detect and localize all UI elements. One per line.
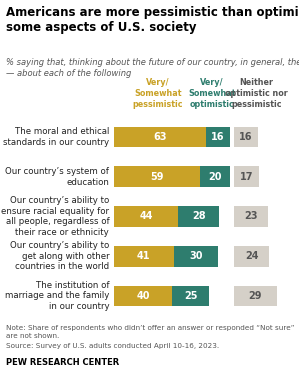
Text: Very/
Somewhat
optimistic: Very/ Somewhat optimistic <box>188 78 236 109</box>
Text: PEW RESEARCH CENTER: PEW RESEARCH CENTER <box>6 358 119 367</box>
Text: 41: 41 <box>137 251 150 261</box>
Text: 20: 20 <box>208 172 222 182</box>
Text: Note: Share of respondents who didn’t offer an answer or responded “Not sure” ar: Note: Share of respondents who didn’t of… <box>6 325 295 339</box>
Text: Our country’s system of
education: Our country’s system of education <box>5 167 109 186</box>
Text: 44: 44 <box>139 211 153 221</box>
Text: The moral and ethical
standards in our country: The moral and ethical standards in our c… <box>3 127 109 147</box>
Bar <box>234 127 258 147</box>
Bar <box>174 246 218 267</box>
Text: 63: 63 <box>153 132 167 142</box>
Text: Neither
optimistic nor
pessimistic: Neither optimistic nor pessimistic <box>225 78 288 109</box>
Text: 29: 29 <box>249 291 262 301</box>
Text: % saying that, thinking about the future of our country, in general, they feel
—: % saying that, thinking about the future… <box>6 58 299 78</box>
Text: Americans are more pessimistic than optimistic about
some aspects of U.S. societ: Americans are more pessimistic than opti… <box>6 6 299 34</box>
Text: 30: 30 <box>189 251 203 261</box>
Bar <box>200 166 230 187</box>
Bar <box>114 166 200 187</box>
Bar <box>206 127 230 147</box>
Text: 17: 17 <box>240 172 253 182</box>
Text: 25: 25 <box>184 291 198 301</box>
Text: Our country’s ability to
get along with other
countries in the world: Our country’s ability to get along with … <box>10 241 109 271</box>
Text: Source: Survey of U.S. adults conducted April 10-16, 2023.: Source: Survey of U.S. adults conducted … <box>6 343 219 349</box>
Bar <box>114 206 178 227</box>
Bar <box>234 206 268 227</box>
Text: The institution of
marriage and the family
in our country: The institution of marriage and the fami… <box>5 281 109 311</box>
Text: Our country’s ability to
ensure racial equality for
all people, regardless of
th: Our country’s ability to ensure racial e… <box>1 196 109 237</box>
Text: 23: 23 <box>244 211 258 221</box>
Text: 28: 28 <box>192 211 206 221</box>
Text: 16: 16 <box>239 132 253 142</box>
Text: 16: 16 <box>211 132 225 142</box>
Text: 40: 40 <box>136 291 150 301</box>
Bar <box>114 127 206 147</box>
Bar <box>234 246 269 267</box>
Bar <box>234 166 259 187</box>
Bar <box>234 286 277 306</box>
Bar <box>114 286 173 306</box>
Text: Very/
Somewhat
pessimistic: Very/ Somewhat pessimistic <box>132 78 183 109</box>
Bar <box>173 286 209 306</box>
Bar <box>114 246 174 267</box>
Bar <box>178 206 219 227</box>
Text: 59: 59 <box>150 172 164 182</box>
Text: 24: 24 <box>245 251 259 261</box>
